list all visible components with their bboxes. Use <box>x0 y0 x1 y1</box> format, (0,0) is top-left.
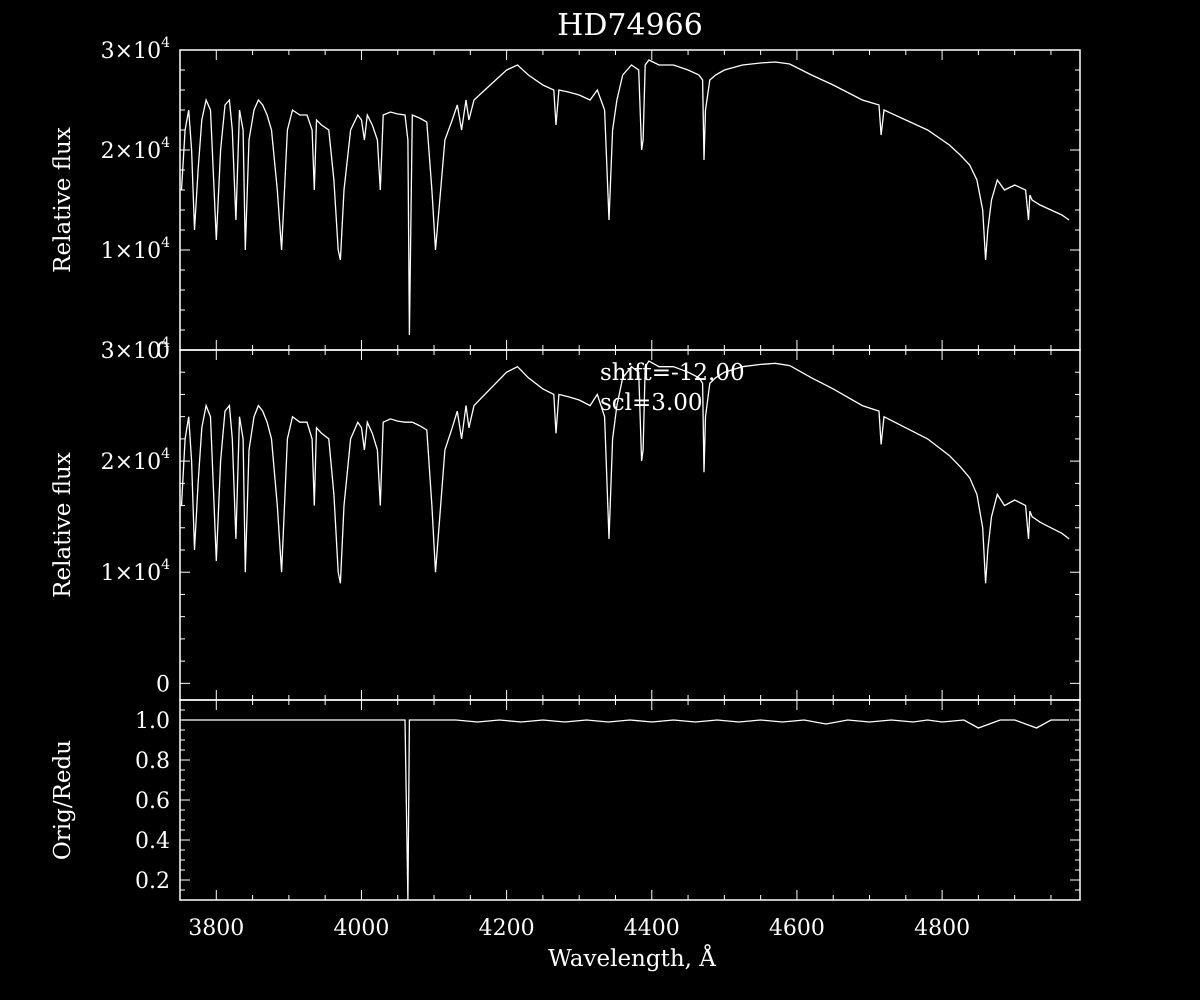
y-tick-mantissa: 2×10 <box>101 139 161 164</box>
y-tick-label: 3×104 <box>101 35 170 64</box>
y-tick-label: 0.8 <box>135 749 170 774</box>
y-tick-label: 0.2 <box>135 869 170 894</box>
x-axis-title: Wavelength, Å <box>548 944 716 972</box>
x-tick-label: 4600 <box>769 916 825 941</box>
y-tick-exponent: 4 <box>161 335 170 351</box>
y-tick-mantissa: 1×10 <box>101 239 161 264</box>
y-tick-label: 0.4 <box>135 829 170 854</box>
y-tick-label: 0.6 <box>135 789 170 814</box>
y-tick-mantissa: 3×10 <box>101 39 161 64</box>
y-tick-exponent: 4 <box>161 446 170 462</box>
panel-bottom: 3800 4000 4200 4400 4600 4800 0.2 0.4 0.6 0.8 1.0 O… <box>50 699 1081 941</box>
y-axis-title: Orig/Redu <box>50 740 76 860</box>
y-tick-label: 3×104 <box>101 335 170 364</box>
y-tick-mantissa: 3×10 <box>101 339 161 364</box>
y-axis-title: Relative flux <box>50 452 76 598</box>
x-tick-label: 3800 <box>188 916 244 941</box>
y-tick-mantissa: 1×10 <box>101 561 161 586</box>
x-tick-label: 4000 <box>333 916 389 941</box>
chart-title: HD74966 <box>557 8 703 43</box>
y-tick-exponent: 4 <box>161 135 170 151</box>
spectrum-line <box>180 360 1070 584</box>
annotation-1: scl=3.00 <box>600 390 703 416</box>
y-tick-exponent: 4 <box>161 235 170 251</box>
y-tick-label: 2×104 <box>101 446 170 475</box>
y-axis-title: Relative flux <box>50 127 76 273</box>
y-tick-label: 1×104 <box>101 235 170 264</box>
y-tick-label: 0 <box>156 339 170 364</box>
y-tick-label: 0 <box>156 672 170 697</box>
y-tick-exponent: 4 <box>161 557 170 573</box>
y-tick-label: 1.0 <box>135 709 170 734</box>
x-tick-label: 4800 <box>914 916 970 941</box>
x-tick-label: 4200 <box>479 916 535 941</box>
y-tick-label: 2×104 <box>101 135 170 164</box>
annotation-0: shift=-12.00 <box>600 360 745 386</box>
spectrum-line <box>180 59 1070 336</box>
spectrum-line <box>181 719 1070 900</box>
y-tick-label: 1×104 <box>101 557 170 586</box>
y-tick-mantissa: 2×10 <box>101 450 161 475</box>
x-tick-label: 4400 <box>624 916 680 941</box>
y-tick-exponent: 4 <box>161 35 170 51</box>
